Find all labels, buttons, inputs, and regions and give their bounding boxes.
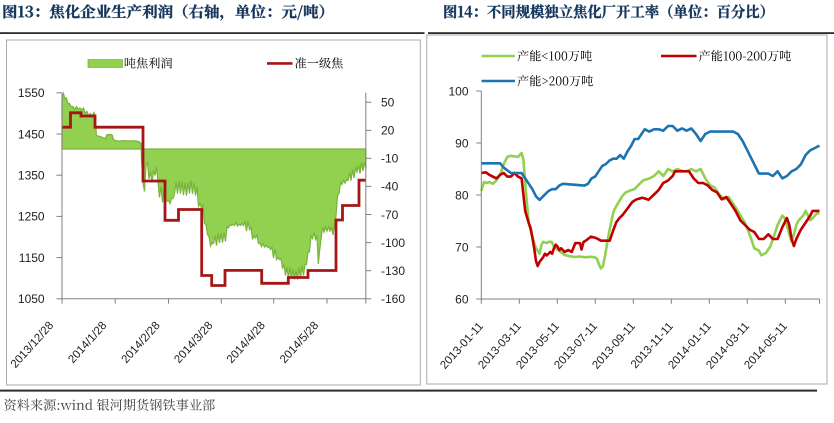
svg-text:1550: 1550 <box>18 86 45 100</box>
svg-text:-160: -160 <box>381 292 405 306</box>
svg-text:1150: 1150 <box>19 251 45 265</box>
svg-text:70: 70 <box>455 240 469 254</box>
svg-text:50: 50 <box>381 96 395 110</box>
svg-text:90: 90 <box>455 136 469 150</box>
svg-text:20: 20 <box>381 124 395 138</box>
svg-text:100: 100 <box>448 84 468 98</box>
svg-text:1350: 1350 <box>18 169 45 183</box>
svg-text:-70: -70 <box>381 208 399 222</box>
svg-text:1050: 1050 <box>18 292 45 306</box>
svg-text:1250: 1250 <box>18 210 45 224</box>
svg-text:-10: -10 <box>381 152 399 166</box>
svg-text:80: 80 <box>455 188 469 202</box>
svg-text:-100: -100 <box>381 236 405 250</box>
svg-text:60: 60 <box>455 292 469 306</box>
svg-text:1450: 1450 <box>18 127 45 141</box>
svg-text:-130: -130 <box>381 264 405 278</box>
svg-text:-40: -40 <box>381 180 399 194</box>
